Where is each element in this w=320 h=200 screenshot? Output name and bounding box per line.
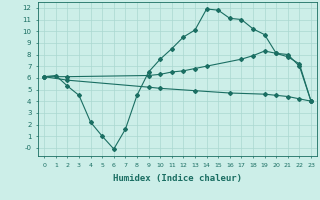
X-axis label: Humidex (Indice chaleur): Humidex (Indice chaleur)	[113, 174, 242, 183]
